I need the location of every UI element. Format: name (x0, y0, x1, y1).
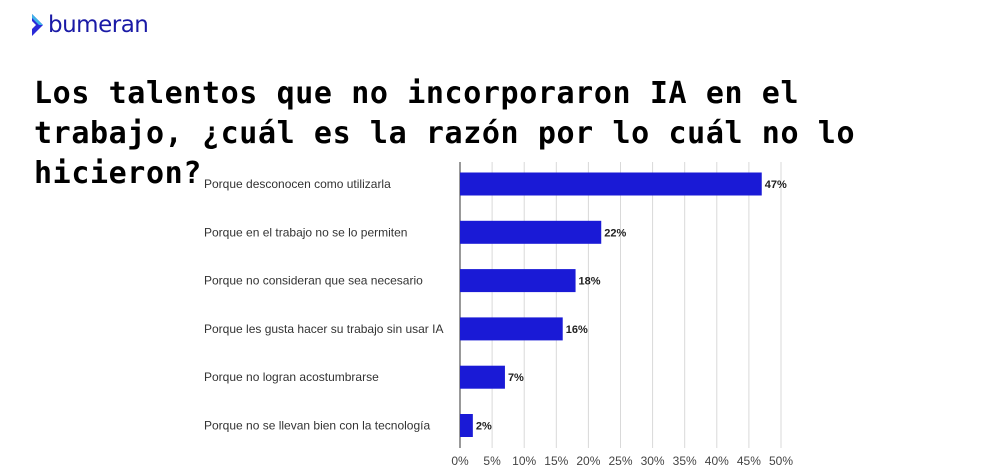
data-label: 47% (765, 179, 787, 191)
brand-name: bumeran (48, 12, 149, 38)
category-label: Porque no se llevan bien con la tecnolog… (204, 419, 430, 433)
bar (460, 172, 762, 196)
bar (460, 317, 563, 341)
x-tick-label: 0% (451, 454, 469, 468)
x-tick-label: 45% (737, 454, 761, 468)
category-label: Porque les gusta hacer su trabajo sin us… (204, 322, 443, 336)
bar (460, 365, 505, 389)
data-label: 18% (579, 276, 601, 288)
data-label: 7% (508, 372, 524, 384)
data-label: 16% (566, 324, 588, 336)
x-tick-label: 20% (576, 454, 600, 468)
data-label: 2% (476, 421, 492, 433)
x-tick-label: 5% (483, 454, 501, 468)
bar (460, 269, 576, 293)
x-tick-label: 50% (769, 454, 793, 468)
chart-title: Los talentos que no incorporaron IA en e… (34, 76, 856, 191)
x-tick-label: 40% (705, 454, 729, 468)
category-label: Porque en el trabajo no se lo permiten (204, 225, 407, 239)
category-label: Porque no logran acostumbrarse (204, 370, 379, 384)
x-tick-label: 35% (673, 454, 697, 468)
x-tick-label: 15% (544, 454, 568, 468)
data-label: 22% (604, 227, 626, 239)
category-label: Porque no consideran que sea necesario (204, 274, 423, 288)
bumeran-logo: bumeran (30, 12, 149, 38)
category-label: Porque desconocen como utilizarla (204, 177, 391, 191)
bar (460, 414, 473, 437)
x-tick-label: 25% (608, 454, 632, 468)
chevron-icon (32, 14, 43, 36)
bar (460, 220, 602, 244)
x-tick-label: 30% (641, 454, 665, 468)
x-tick-label: 10% (512, 454, 536, 468)
